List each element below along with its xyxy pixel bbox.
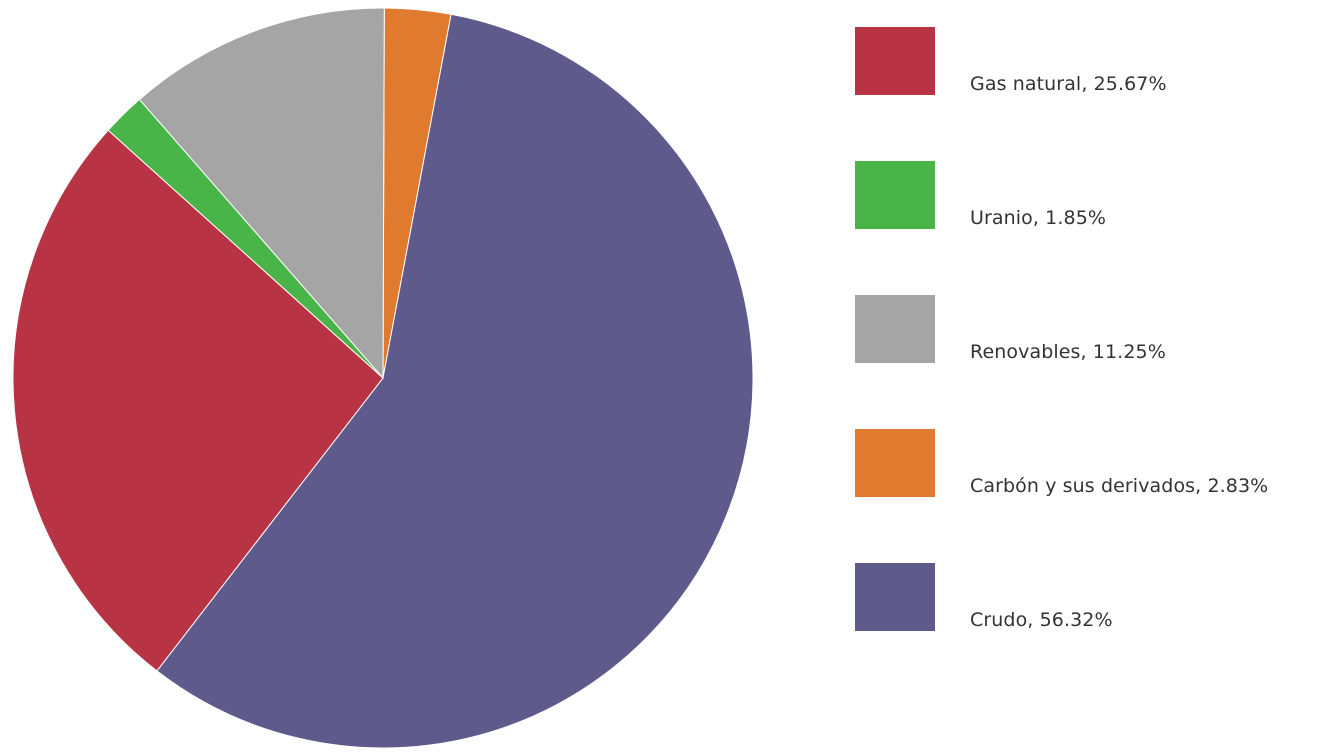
legend-label-gas-natural: Gas natural, 25.67% <box>970 73 1167 95</box>
legend-label-crudo: Crudo, 56.32% <box>970 609 1113 631</box>
legend-item-gas-natural: Gas natural, 25.67% <box>855 27 1315 95</box>
legend-swatch-crudo <box>855 563 935 631</box>
legend-item-carbon: Carbón y sus derivados, 2.83% <box>855 429 1315 497</box>
legend-label-uranio: Uranio, 1.85% <box>970 207 1107 229</box>
pie-chart-plot <box>12 7 754 749</box>
legend-item-uranio: Uranio, 1.85% <box>855 161 1315 229</box>
legend-swatch-carbon <box>855 429 935 497</box>
legend-item-renovables: Renovables, 11.25% <box>855 295 1315 363</box>
legend-swatch-gas-natural <box>855 27 935 95</box>
chart-legend: Gas natural, 25.67% Uranio, 1.85% Renova… <box>855 27 1315 697</box>
legend-label-renovables: Renovables, 11.25% <box>970 341 1166 363</box>
legend-swatch-uranio <box>855 161 935 229</box>
pie-slice-gas-natural <box>12 129 384 672</box>
pie-slice-crudo <box>156 13 754 749</box>
pie-slice-renovables <box>138 7 385 380</box>
legend-item-crudo: Crudo, 56.32% <box>855 563 1315 631</box>
legend-label-carbon: Carbón y sus derivados, 2.83% <box>970 475 1269 497</box>
legend-swatch-renovables <box>855 295 935 363</box>
